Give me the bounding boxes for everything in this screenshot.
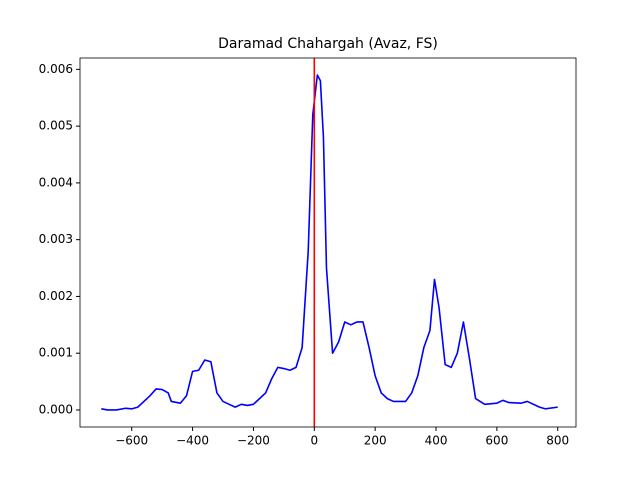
x-tick-label: −200 [237,434,270,448]
y-tick-label: 0.003 [39,232,73,246]
x-tick-label: 800 [546,434,569,448]
x-tick-label: 600 [485,434,508,448]
y-tick-label: 0.005 [39,119,73,133]
y-tick-label: 0.006 [39,62,73,76]
x-tick-label: −400 [176,434,209,448]
chart-title: Daramad Chahargah (Avaz, FS) [218,36,438,52]
x-tick-label: 400 [425,434,448,448]
y-tick-label: 0.000 [39,402,73,416]
y-tick-label: 0.004 [39,175,73,189]
line-series [101,74,558,411]
x-tick-label: −600 [115,434,148,448]
y-tick-label: 0.002 [39,289,73,303]
y-tick-label: 0.001 [39,346,73,360]
x-tick-label: 200 [364,434,387,448]
plot-frame [79,57,577,428]
x-tick-label: 0 [310,434,318,448]
